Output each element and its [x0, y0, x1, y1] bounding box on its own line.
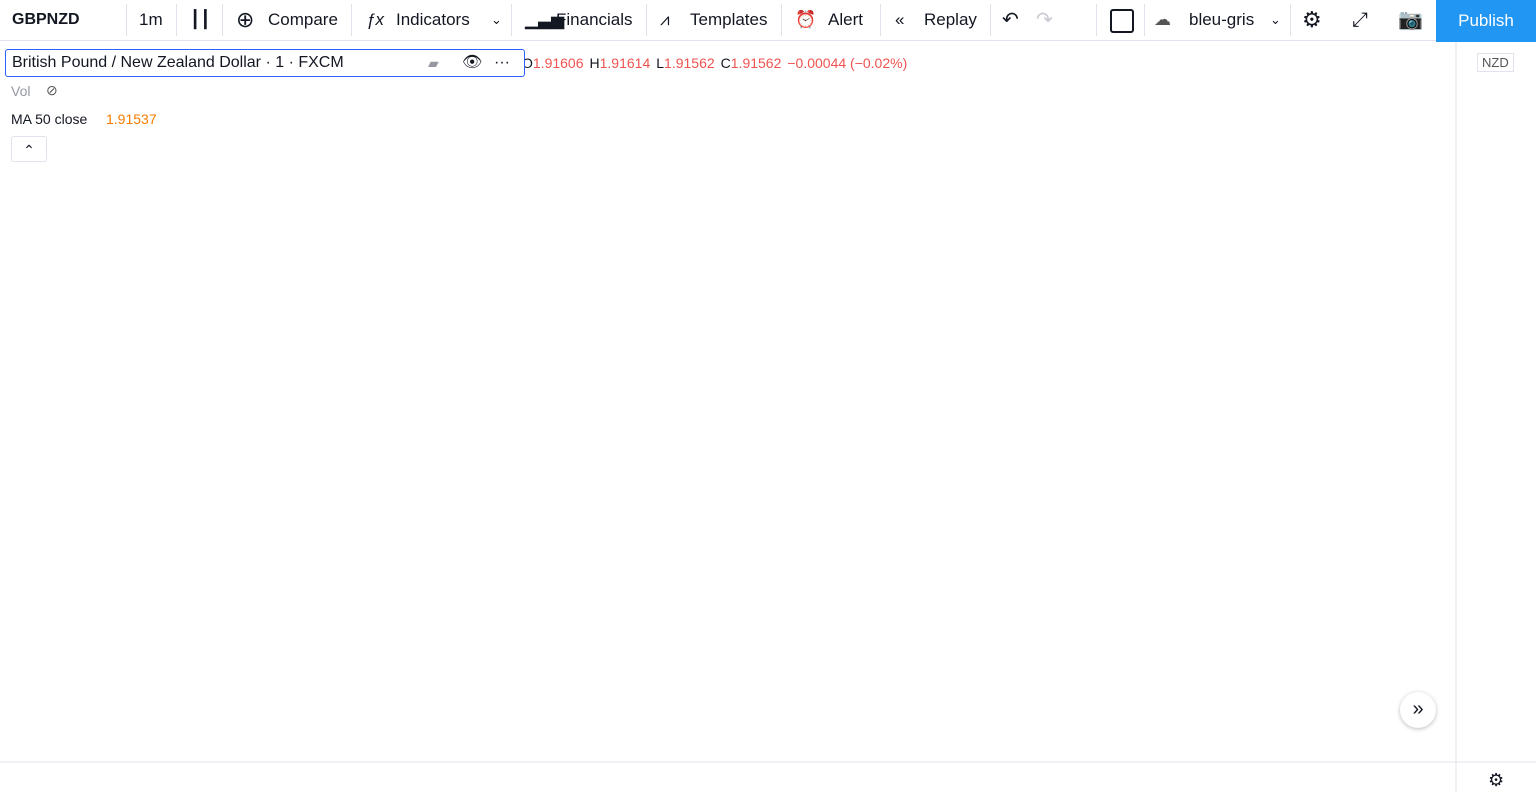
separator — [351, 4, 352, 36]
separator — [176, 4, 177, 36]
plot-area — [0, 41, 1456, 762]
separator — [126, 4, 127, 36]
layout-name[interactable]: bleu-gris — [1189, 10, 1255, 29]
legend-key: L — [656, 55, 665, 71]
ma-label: MA 50 close — [11, 111, 88, 127]
separator — [222, 4, 223, 36]
separator — [990, 4, 991, 36]
dropdown-icon[interactable]: ⌄ — [491, 12, 502, 27]
dropdown-icon[interactable]: ⌄ — [1270, 12, 1281, 27]
replay[interactable]: Replay — [924, 10, 977, 29]
interval[interactable]: 1m — [139, 10, 163, 29]
legend-key: C — [720, 55, 731, 71]
legend-value: 1.91606 — [532, 55, 584, 71]
legend-change: −0.00044 (−0.02%) — [787, 55, 908, 71]
separator — [511, 4, 512, 36]
redo[interactable]: ↷ — [1036, 9, 1053, 31]
more[interactable]: ··· — [494, 54, 510, 71]
indicators-icon: ƒx — [366, 10, 384, 29]
series-title: British Pound / New Zealand Dollar · 1 ·… — [12, 54, 344, 71]
undo[interactable]: ↶ — [1002, 9, 1019, 31]
legend-value: 1.91562 — [730, 55, 782, 71]
indicators[interactable]: Indicators — [396, 10, 470, 29]
ma-value: 1.91537 — [106, 111, 157, 127]
legend-value: 1.91562 — [664, 55, 715, 71]
hidden-icon[interactable]: ⊘ — [46, 82, 58, 98]
alert[interactable]: Alert — [828, 10, 863, 29]
legend-value: 1.91614 — [599, 55, 651, 71]
collapse[interactable]: ⌃ — [11, 136, 47, 162]
series-title-box[interactable]: British Pound / New Zealand Dollar · 1 ·… — [5, 49, 525, 77]
separator — [1290, 4, 1291, 36]
cloud-icon: ☁ — [1154, 10, 1171, 29]
expand[interactable]: ⤢ — [1352, 9, 1368, 31]
toolbar: GBPNZD 1m ┃┃ ⊕ Compare ƒx Indicators ⌄ ▁… — [0, 0, 1536, 42]
separator — [1144, 4, 1145, 36]
settings[interactable]: ⚙ — [1302, 7, 1322, 32]
flag: ▰ — [428, 55, 439, 71]
templates[interactable]: Templates — [690, 10, 768, 29]
separator — [781, 4, 782, 36]
separator — [880, 4, 881, 36]
compare[interactable]: Compare — [268, 10, 338, 29]
legend-key: O — [522, 55, 533, 71]
replay-icon: « — [895, 10, 905, 29]
compare-icon: ⊕ — [236, 7, 255, 32]
currency: NZD — [1477, 53, 1514, 72]
templates-icon: ⩘ — [660, 10, 670, 29]
fullscreen-box[interactable] — [1110, 9, 1134, 33]
chart-style-icon[interactable]: ┃┃ — [190, 10, 211, 29]
separator — [1096, 4, 1097, 36]
scroll-right[interactable]: » — [1400, 692, 1436, 728]
legend-key: H — [589, 55, 600, 71]
snapshot[interactable]: 📷 — [1398, 9, 1423, 31]
separator — [646, 4, 647, 36]
financials-icon: ▁▃▅ — [525, 10, 565, 29]
financials[interactable]: Financials — [556, 10, 633, 29]
symbol[interactable]: GBPNZD — [12, 11, 80, 28]
eye-icon[interactable]: 👁 — [462, 54, 483, 71]
axis-settings[interactable]: ⚙ — [1488, 770, 1505, 790]
publish[interactable]: Publish — [1436, 0, 1536, 42]
alert-icon: ⏰ — [795, 10, 817, 29]
volume-label: Vol — [11, 83, 31, 99]
ohlc-legend: O1.91606 H1.91614 L1.91562 C1.91562 −0.00044… — [522, 55, 907, 71]
